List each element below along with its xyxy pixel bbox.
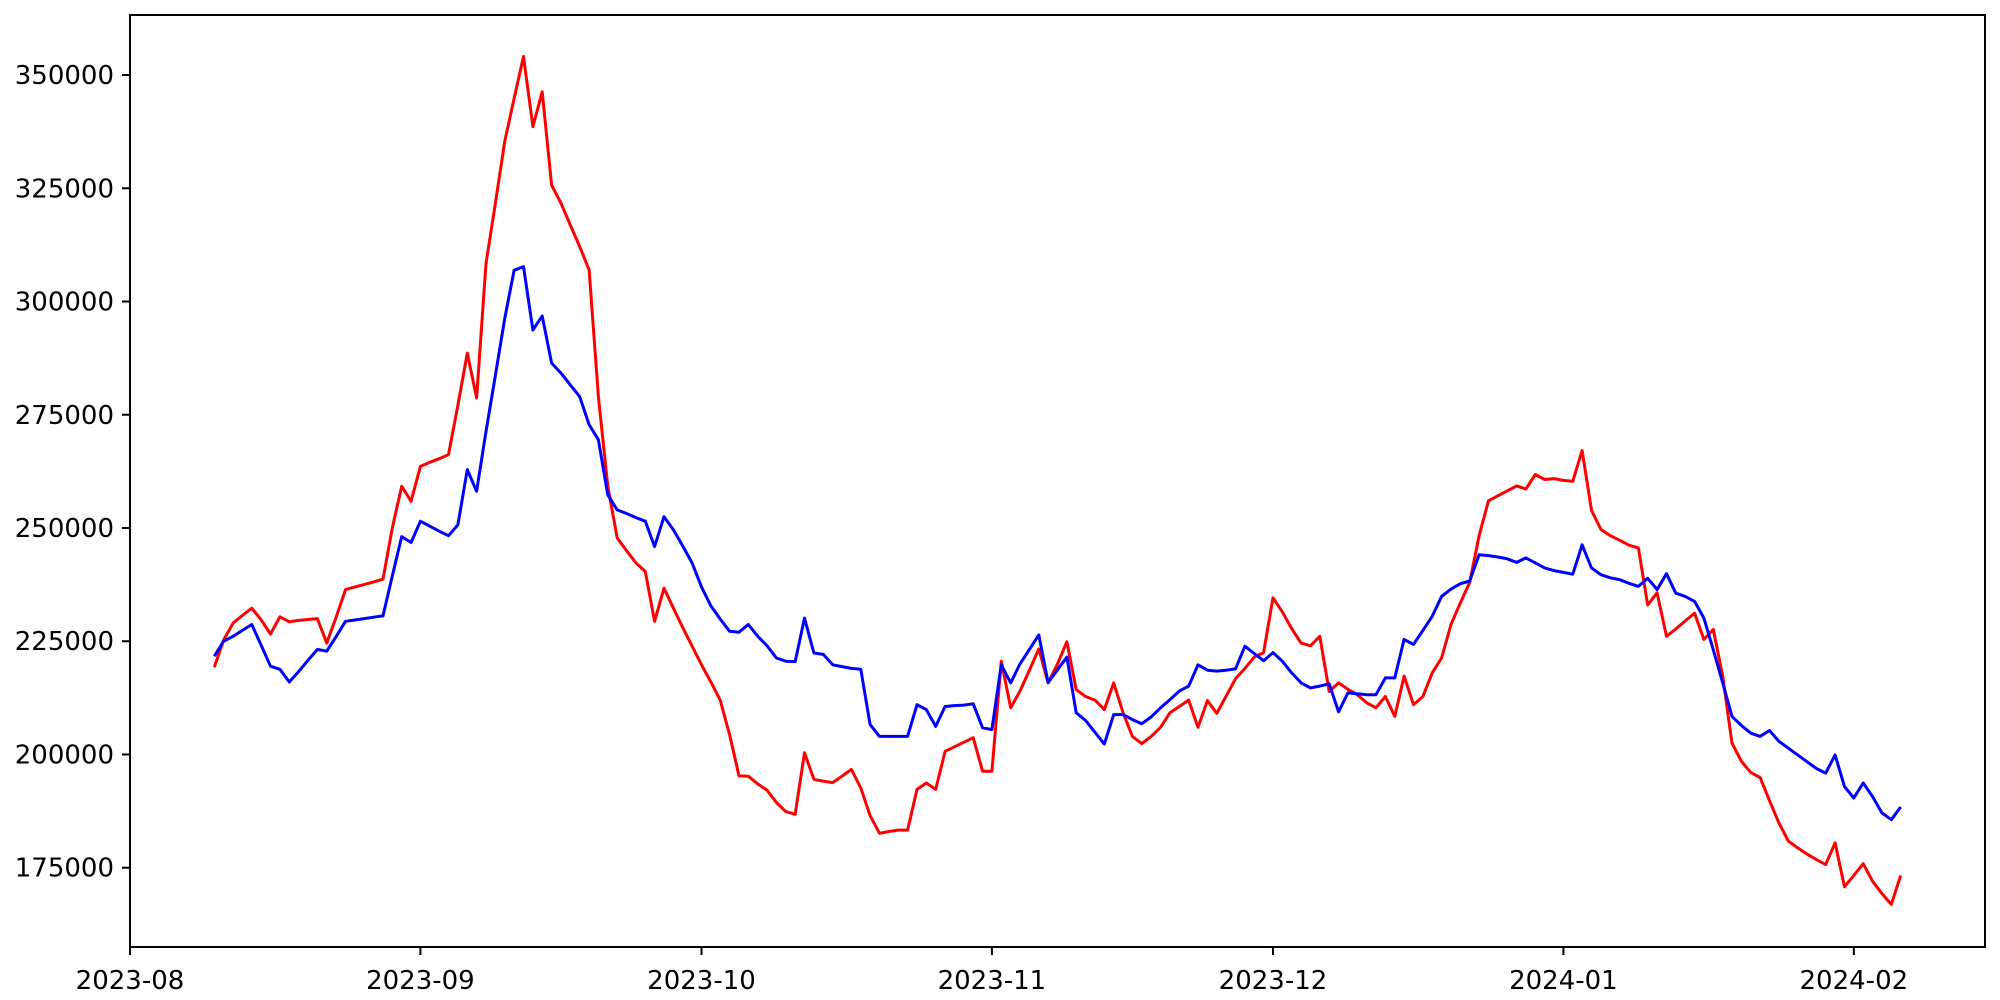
series_blue-line [213,265,1902,822]
y-axis-tick-label: 175000 [15,854,114,884]
x-axis-tick-label: 2024-02 [1800,966,1909,996]
y-axis-tick-label: 250000 [15,514,114,544]
series_red-line [212,54,1903,906]
y-axis-tick-label: 325000 [15,174,114,204]
plot-border [129,14,1986,948]
x-axis-tick-label: 2023-08 [76,966,185,996]
x-axis-tick-label: 2024-01 [1509,966,1618,996]
y-axis-tick-label: 350000 [15,61,114,91]
y-axis-tick-label: 200000 [15,740,114,770]
y-axis-tick-label: 225000 [15,627,114,657]
x-axis-tick-label: 2023-11 [938,966,1047,996]
x-axis-tick-label: 2023-12 [1219,966,1328,996]
y-axis-tick-label: 275000 [15,401,114,431]
x-axis-tick-label: 2023-09 [366,966,475,996]
x-axis-tick-label: 2023-10 [647,966,756,996]
y-axis-tick-label: 300000 [15,288,114,318]
